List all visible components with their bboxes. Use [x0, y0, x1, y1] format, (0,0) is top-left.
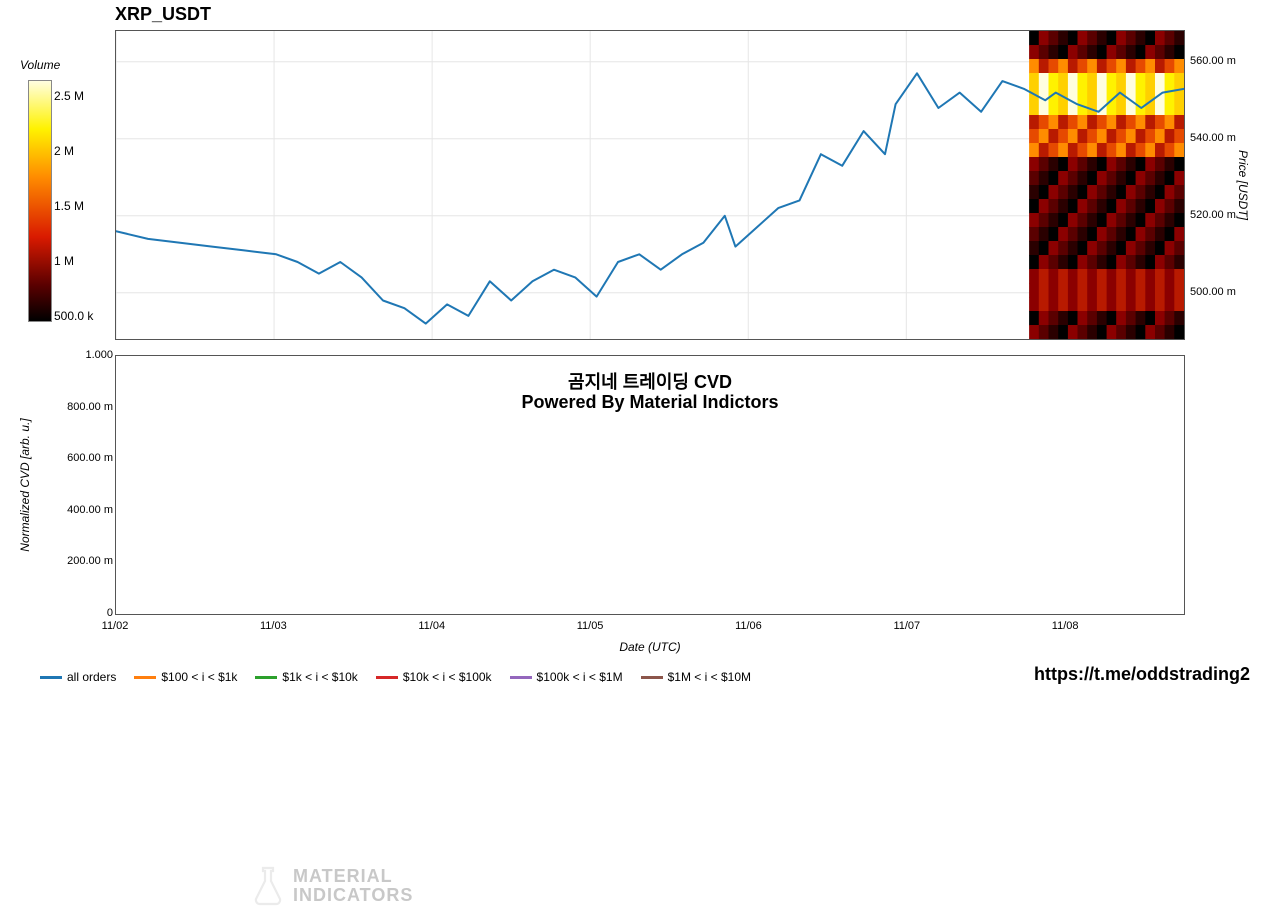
colorbar-title: Volume — [20, 58, 60, 72]
telegram-link[interactable]: https://t.me/oddstrading2 — [1034, 664, 1250, 685]
colorbar-tick: 500.0 k — [54, 310, 93, 322]
colorbar-tick: 1 M — [54, 255, 74, 267]
cvd-ytick: 600.00 m — [67, 452, 113, 464]
price-chart — [115, 30, 1185, 340]
cvd-ytick: 200.00 m — [67, 555, 113, 567]
legend-swatch — [376, 676, 398, 679]
flask-icon — [251, 866, 285, 906]
x-axis-label: Date (UTC) — [115, 640, 1185, 654]
legend-swatch — [510, 676, 532, 679]
legend-item: $100k < i < $1M — [510, 670, 623, 684]
legend-item: all orders — [40, 670, 116, 684]
cvd-ytick: 0 — [107, 607, 113, 619]
price-ytick: 500.00 m — [1190, 286, 1236, 298]
legend-label: $100 < i < $1k — [161, 670, 237, 684]
cvd-chart: 곰지네 트레이딩 CVD Powered By Material Indicto… — [115, 355, 1185, 615]
legend-swatch — [255, 676, 277, 679]
cvd-ytick: 1.000 — [85, 349, 113, 361]
legend-item: $1k < i < $10k — [255, 670, 357, 684]
legend-item: $10k < i < $100k — [376, 670, 492, 684]
x-tick: 11/07 — [893, 620, 920, 632]
volume-colorbar — [28, 80, 52, 322]
x-tick: 11/02 — [102, 620, 129, 632]
legend-label: $1k < i < $10k — [282, 670, 357, 684]
colorbar-tick: 2 M — [54, 145, 74, 157]
legend-item: $1M < i < $10M — [641, 670, 751, 684]
colorbar-tick: 2.5 M — [54, 90, 84, 102]
price-ytick: 560.00 m — [1190, 55, 1236, 67]
watermark: MATERIAL INDICATORS — [251, 866, 413, 906]
chart-title: XRP_USDT — [115, 4, 211, 25]
cvd-ytick: 400.00 m — [67, 504, 113, 516]
cvd-y-label: Normalized CVD [arb. u.] — [18, 355, 32, 615]
x-tick: 11/03 — [260, 620, 287, 632]
colorbar-tick: 1.5 M — [54, 200, 84, 212]
chart-page: XRP_USDT Volume 2.5 M2 M1.5 M1 M500.0 k … — [0, 0, 1280, 693]
legend-swatch — [40, 676, 62, 679]
legend: all orders $100 < i < $1k $1k < i < $10k $1… — [40, 670, 751, 684]
legend-swatch — [134, 676, 156, 679]
legend-label: $10k < i < $100k — [403, 670, 492, 684]
price-ytick: 520.00 m — [1190, 209, 1236, 221]
price-ytick: 540.00 m — [1190, 132, 1236, 144]
legend-label: $1M < i < $10M — [668, 670, 751, 684]
price-y-axis: 500.00 m 520.00 m 540.00 m 560.00 m — [1190, 30, 1260, 340]
cvd-y-axis: 0200.00 m400.00 m600.00 m800.00 m1.000 — [48, 355, 113, 615]
x-tick: 11/06 — [735, 620, 762, 632]
overlay-line2: Powered By Material Indictors — [116, 392, 1184, 413]
legend-label: $100k < i < $1M — [537, 670, 623, 684]
cvd-ytick: 800.00 m — [67, 401, 113, 413]
legend-label: all orders — [67, 670, 116, 684]
x-tick: 11/08 — [1052, 620, 1079, 632]
legend-swatch — [641, 676, 663, 679]
legend-item: $100 < i < $1k — [134, 670, 237, 684]
x-tick: 11/05 — [577, 620, 604, 632]
overlay-line1: 곰지네 트레이딩 CVD — [116, 368, 1184, 394]
x-tick: 11/04 — [418, 620, 445, 632]
